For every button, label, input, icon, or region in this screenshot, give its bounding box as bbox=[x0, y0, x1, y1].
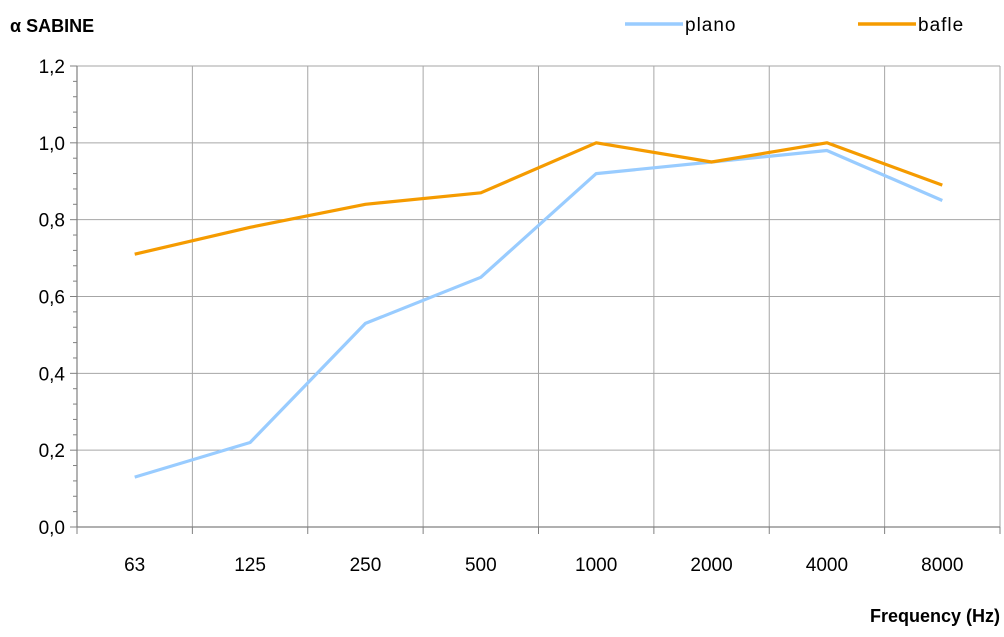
data-point-plano bbox=[479, 275, 483, 279]
x-tick-label: 125 bbox=[234, 555, 266, 576]
data-point-bafle bbox=[248, 225, 252, 229]
data-point-plano bbox=[133, 475, 137, 479]
data-point-bafle bbox=[363, 202, 367, 206]
data-point-plano bbox=[363, 321, 367, 325]
y-axis-title: α SABINE bbox=[10, 16, 94, 36]
data-point-bafle bbox=[825, 141, 829, 145]
series bbox=[133, 141, 944, 479]
data-point-bafle bbox=[940, 183, 944, 187]
y-tick-label: 0,4 bbox=[39, 364, 66, 385]
x-tick-label: 1000 bbox=[575, 555, 617, 576]
data-point-bafle bbox=[133, 252, 137, 256]
axes bbox=[70, 65, 1001, 534]
x-tick-label: 500 bbox=[465, 555, 497, 576]
x-tick-label: 2000 bbox=[690, 555, 732, 576]
y-tick-label: 0,6 bbox=[39, 288, 65, 309]
x-axis-title: Frequency (Hz) bbox=[870, 606, 1000, 626]
data-point-plano bbox=[594, 172, 598, 176]
y-tick-label: 1,0 bbox=[39, 134, 65, 155]
x-tick-label: 63 bbox=[124, 555, 145, 576]
y-tick-label: 0,2 bbox=[39, 441, 65, 462]
y-tick-label: 0,0 bbox=[39, 518, 65, 539]
x-tick-label: 8000 bbox=[921, 555, 963, 576]
series-line-bafle bbox=[134, 141, 943, 256]
legend-label-bafle: bafle bbox=[918, 15, 964, 36]
legend-label-plano: plano bbox=[685, 15, 737, 36]
tick-labels: 0,0 0,2 0,4 0,6 0,8 1,0 1,2 63 125 250 500 1000 2000… bbox=[39, 57, 964, 576]
legend: plano bafle bbox=[625, 15, 964, 36]
grid bbox=[77, 65, 1001, 527]
data-point-plano bbox=[825, 149, 829, 153]
x-tick-label: 250 bbox=[350, 555, 382, 576]
data-point-plano bbox=[940, 198, 944, 202]
data-point-bafle bbox=[594, 141, 598, 145]
y-tick-label: 0,8 bbox=[39, 211, 65, 232]
x-tick-label: 4000 bbox=[806, 555, 848, 576]
y-tick-label: 1,2 bbox=[39, 57, 65, 78]
data-point-bafle bbox=[479, 191, 483, 195]
data-point-plano bbox=[248, 440, 252, 444]
series-line-plano bbox=[134, 148, 943, 479]
data-point-bafle bbox=[710, 160, 714, 164]
